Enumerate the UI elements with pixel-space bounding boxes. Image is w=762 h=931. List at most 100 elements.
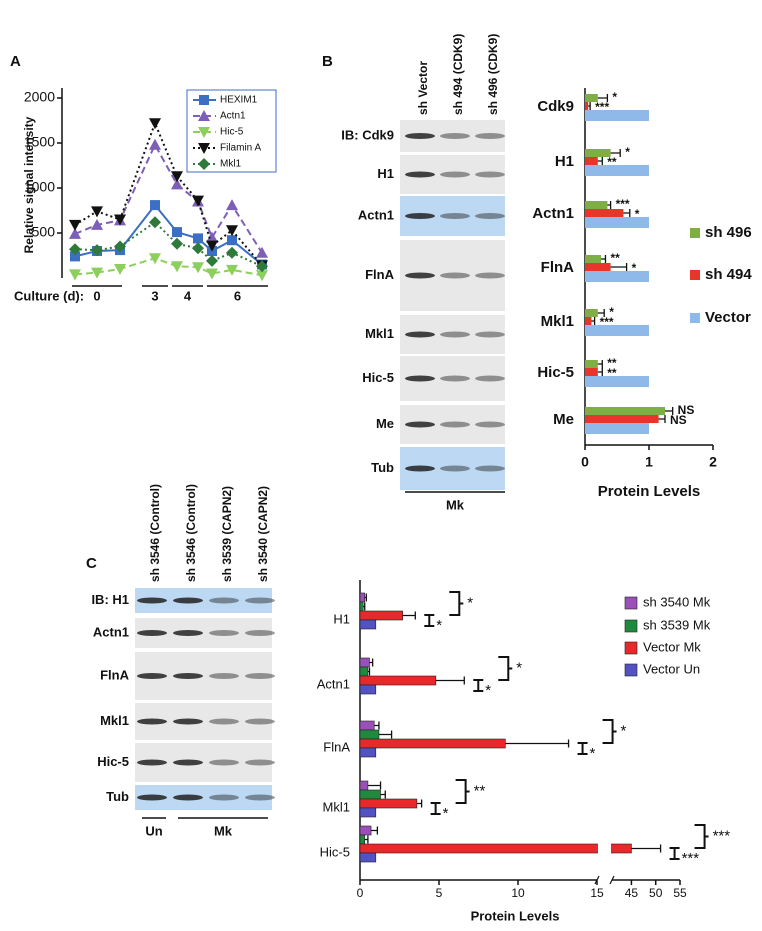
panel-label: B (322, 53, 333, 70)
significance-bracket (602, 719, 617, 744)
x-axis-label: Protein Levels (471, 908, 560, 923)
point (114, 214, 126, 226)
blot-band (440, 171, 470, 178)
bar (359, 747, 377, 758)
lane-label: sh 3540 (CAPN2) (256, 486, 270, 582)
blot-band (245, 794, 275, 801)
significance-label: * (621, 722, 627, 739)
blot-band (475, 171, 505, 178)
blot-band (173, 630, 203, 636)
lane-label: sh 496 (CDK9) (486, 34, 500, 115)
blot-band (405, 213, 435, 219)
bar (585, 376, 649, 387)
significance-label: * (625, 145, 630, 159)
error-bar (378, 730, 393, 739)
blot-band (209, 597, 239, 604)
row-label: Actn1 (358, 207, 394, 222)
group-label: Un (145, 823, 162, 838)
point (206, 254, 218, 267)
error-bar (597, 94, 609, 102)
x-tick-label: 45 (625, 886, 639, 900)
legend-label: HEXIM1 (220, 95, 258, 106)
row-label: Tub (371, 460, 394, 475)
point (91, 267, 103, 279)
blot-band (440, 213, 470, 219)
significance-label: *** (616, 197, 630, 211)
blot-band (173, 718, 203, 725)
legend-swatch (624, 596, 638, 610)
legend-swatch (690, 270, 700, 280)
significance-label: * (612, 90, 617, 104)
lane-label: sh 494 (CDK9) (451, 34, 465, 115)
row-label: FlnA (365, 267, 394, 282)
significance-label: *** (682, 850, 700, 867)
point (198, 127, 210, 138)
bar (359, 684, 377, 695)
x-tick-label: 15 (590, 886, 604, 900)
blot-band (245, 718, 275, 725)
bar (359, 601, 364, 612)
blot-band (209, 718, 239, 725)
significance-label: * (632, 261, 637, 275)
legend-swatch (624, 619, 638, 633)
y-tick-label: 500 (32, 224, 56, 240)
bar (359, 592, 366, 603)
y-tick-label: 1000 (24, 179, 55, 195)
blot-band (440, 375, 470, 382)
significance-bracket (694, 824, 709, 849)
blot-band (173, 794, 203, 801)
bar (359, 619, 377, 630)
bar (359, 798, 418, 809)
x-tick-label: 0 (581, 454, 589, 470)
point (171, 237, 183, 250)
error-bar (371, 826, 379, 835)
point (206, 240, 218, 252)
blot-band (137, 759, 167, 766)
row-label: IB: Cdk9 (341, 127, 394, 142)
point (226, 264, 238, 276)
category-label: FlnA (541, 259, 574, 276)
point (149, 138, 161, 150)
legend-label: Filamin A (220, 143, 261, 154)
error-bar (380, 790, 386, 799)
bar (359, 610, 403, 621)
x-tick-label: 10 (511, 886, 525, 900)
point (91, 244, 103, 257)
point (256, 260, 268, 273)
x-group-label: 4 (184, 288, 192, 303)
significance-label: * (590, 745, 596, 762)
blot-band (475, 272, 505, 279)
significance-bracket (430, 802, 441, 815)
significance-label: ** (610, 251, 620, 265)
bar (585, 263, 611, 271)
bar (585, 110, 649, 121)
error-bar (374, 721, 380, 730)
error-bar (435, 676, 465, 685)
significance-label: ** (607, 366, 617, 380)
point (150, 200, 160, 211)
bar (585, 325, 649, 336)
blot-band (440, 272, 470, 279)
point (91, 206, 103, 218)
x-tick-label: 55 (673, 886, 687, 900)
bar (359, 675, 437, 686)
point (226, 225, 238, 237)
bar (359, 852, 377, 863)
point (69, 219, 81, 231)
point (69, 269, 81, 281)
bar (585, 255, 601, 263)
category-label: H1 (333, 611, 350, 626)
blot-band (405, 331, 435, 338)
legend-label: Vector (705, 309, 751, 326)
point (69, 243, 81, 256)
series-line (74, 142, 263, 254)
bar (585, 157, 598, 165)
lane-label: sh 3546 (Control) (148, 484, 162, 582)
bar (585, 309, 598, 317)
significance-label: * (516, 659, 522, 676)
legend-label: Mkl1 (220, 159, 242, 170)
bar (359, 729, 380, 740)
point (171, 261, 183, 273)
bar (359, 666, 369, 677)
